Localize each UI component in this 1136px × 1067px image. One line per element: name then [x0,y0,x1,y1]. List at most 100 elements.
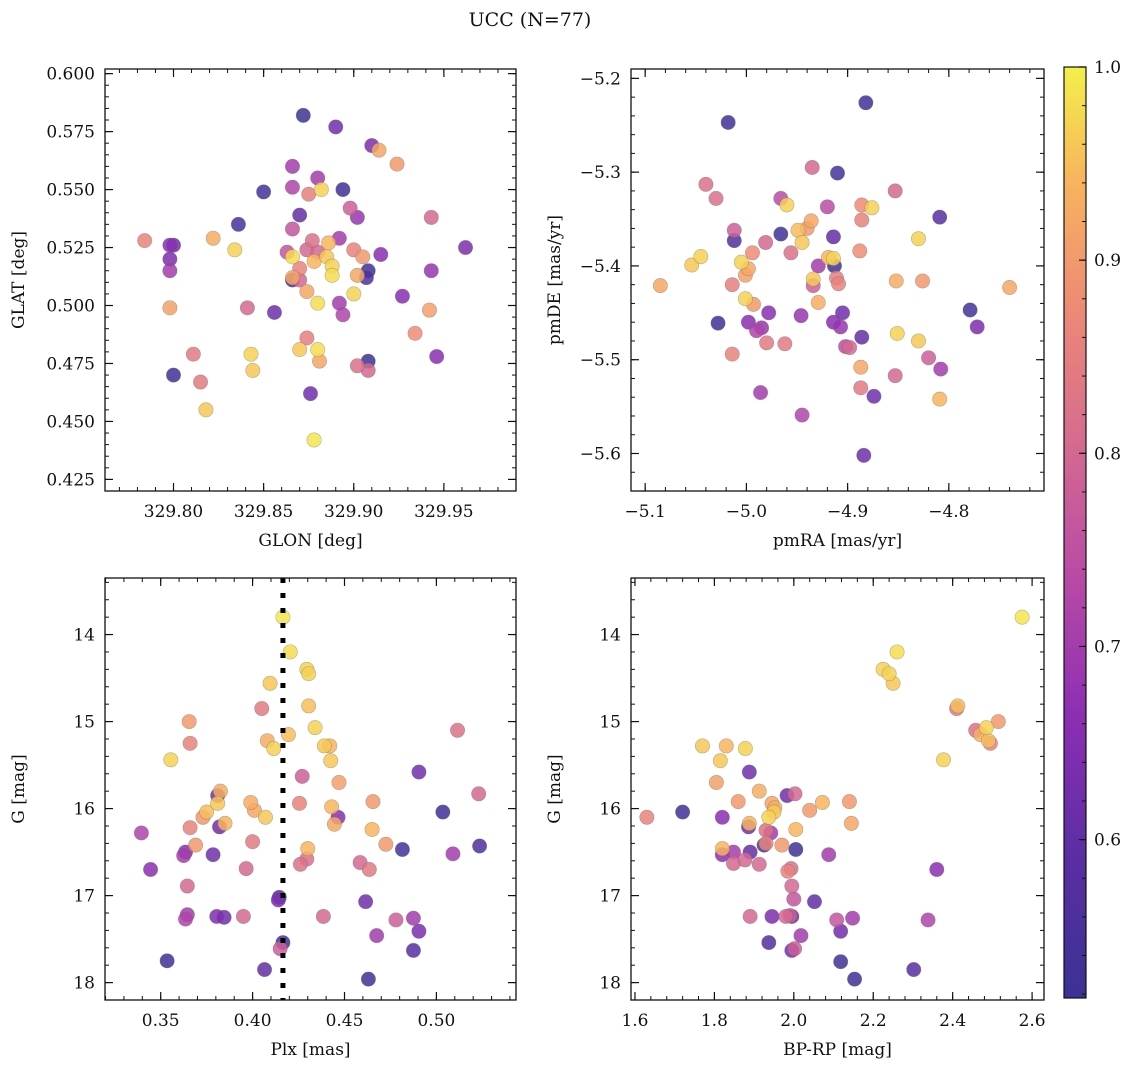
data-point [866,388,882,404]
data-point [950,698,966,714]
data-point [652,278,668,294]
data-point [805,271,821,287]
colorbar: 0.6 0.7 0.8 0.9 1.0 [1063,58,1121,999]
data-point [737,852,753,868]
data-point [423,209,439,225]
data-point [915,273,931,289]
data-point [825,229,841,245]
data-point [829,912,845,928]
data-point [371,142,387,158]
data-point [761,809,777,825]
data-point [932,209,948,225]
data-point [821,847,837,863]
panel-glon-glat: 329.80 329.85 329.90 329.95 0.425 0.450 0.475 0… [9,65,517,551]
data-point [243,346,259,362]
data-point [262,675,278,691]
data-point [243,794,259,810]
data-point [421,302,437,318]
data-point [373,246,389,262]
data-point [361,861,377,877]
x-tick-label: 0.40 [234,1011,272,1031]
data-point [378,836,394,852]
data-point [803,213,819,229]
data-point [163,752,179,768]
figure-title: UCC (N=77) [469,9,592,31]
data-point [962,302,978,318]
data-point [205,847,221,863]
panel-bprp-g: 1.6 1.8 2.0 2.2 2.4 2.6 14 15 16 17 18 BP-RP [mag] G… [545,577,1046,1060]
data-point [133,825,149,841]
data-point [324,267,340,283]
data-point [764,908,780,924]
data-point [793,308,809,324]
x-tick-label: 0.35 [142,1011,180,1031]
y-axis-label: pmDE [mas/yr] [545,215,565,345]
data-point [360,971,376,987]
data-point [921,350,937,366]
data-point [349,267,365,283]
x-tick-label: 329.95 [414,502,473,522]
y-axis-label: GLAT [deg] [9,231,29,329]
data-point [804,159,820,175]
data-point [304,233,320,249]
data-point [854,212,870,228]
data-point [751,856,767,872]
data-point [394,841,410,857]
data-point [847,971,863,987]
data-point [758,234,774,250]
scatter-points [133,609,488,987]
y-tick-label: 15 [73,713,95,733]
data-point [450,722,466,738]
data-point [718,738,734,754]
data-point [710,315,726,331]
y-tick-label: 16 [73,800,95,820]
data-point [788,841,804,857]
data-point [1002,280,1018,296]
data-point [162,263,178,279]
x-tick-label: 2.0 [780,1011,807,1031]
data-point [458,240,474,256]
x-tick-label: 329.90 [324,502,383,522]
y-tick-label: 0.600 [46,65,95,85]
data-point [193,374,209,390]
data-point [166,367,182,383]
data-point [284,179,300,195]
data-point [365,794,381,810]
data-point [307,720,323,736]
y-tick-label: 0.425 [46,470,95,490]
data-point [753,385,769,401]
data-point [684,257,700,273]
y-tick-label: −5.4 [580,257,621,277]
data-point [364,821,380,837]
data-point [819,199,835,215]
data-point [310,295,326,311]
data-point [749,323,765,339]
data-point [802,802,818,818]
data-point [720,114,736,130]
data-point [810,295,826,311]
y-axis-label: G [mag] [9,754,29,823]
x-axis-label: pmRA [mas/yr] [773,531,902,551]
data-point [833,954,849,970]
data-point [326,816,342,832]
data-point [301,186,317,202]
y-axis-label: G [mag] [545,754,565,823]
colorbar-tick-label: 0.7 [1094,637,1121,657]
data-point [889,325,905,341]
colorbar-tick-label: 0.8 [1094,444,1121,464]
data-point [257,809,273,825]
data-point [306,432,322,448]
x-tick-label: 1.6 [621,1011,648,1031]
data-point [744,245,760,261]
data-point [751,783,767,799]
data-point [831,276,847,292]
data-point [842,340,858,356]
data-point [741,764,757,780]
data-point [292,856,308,872]
data-point [910,333,926,349]
data-point [227,242,243,258]
data-point [1014,609,1030,625]
y-tick-label: 0.475 [46,354,95,374]
colorbar-tick-label: 0.6 [1094,831,1121,851]
